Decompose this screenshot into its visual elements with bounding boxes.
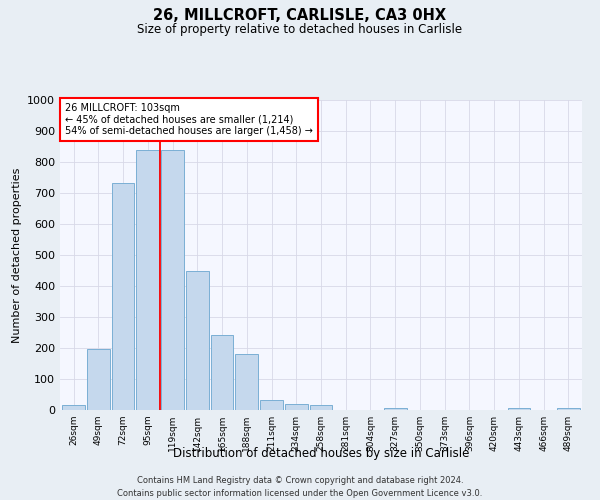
Bar xyxy=(508,408,530,410)
Text: 26 MILLCROFT: 103sqm
← 45% of detached houses are smaller (1,214)
54% of semi-de: 26 MILLCROFT: 103sqm ← 45% of detached h… xyxy=(65,103,313,136)
Bar xyxy=(136,150,159,410)
Bar xyxy=(161,150,184,410)
Bar xyxy=(62,406,85,410)
Text: Distribution of detached houses by size in Carlisle: Distribution of detached houses by size … xyxy=(173,448,469,460)
Text: Contains HM Land Registry data © Crown copyright and database right 2024.
Contai: Contains HM Land Registry data © Crown c… xyxy=(118,476,482,498)
Text: Size of property relative to detached houses in Carlisle: Size of property relative to detached ho… xyxy=(137,22,463,36)
Bar xyxy=(384,408,407,410)
Bar xyxy=(186,270,209,410)
Bar xyxy=(112,183,134,410)
Bar xyxy=(211,334,233,410)
Y-axis label: Number of detached properties: Number of detached properties xyxy=(11,168,22,342)
Bar xyxy=(235,354,258,410)
Text: 26, MILLCROFT, CARLISLE, CA3 0HX: 26, MILLCROFT, CARLISLE, CA3 0HX xyxy=(154,8,446,22)
Bar xyxy=(557,408,580,410)
Bar xyxy=(285,404,308,410)
Bar xyxy=(260,400,283,410)
Bar xyxy=(87,349,110,410)
Bar xyxy=(310,406,332,410)
